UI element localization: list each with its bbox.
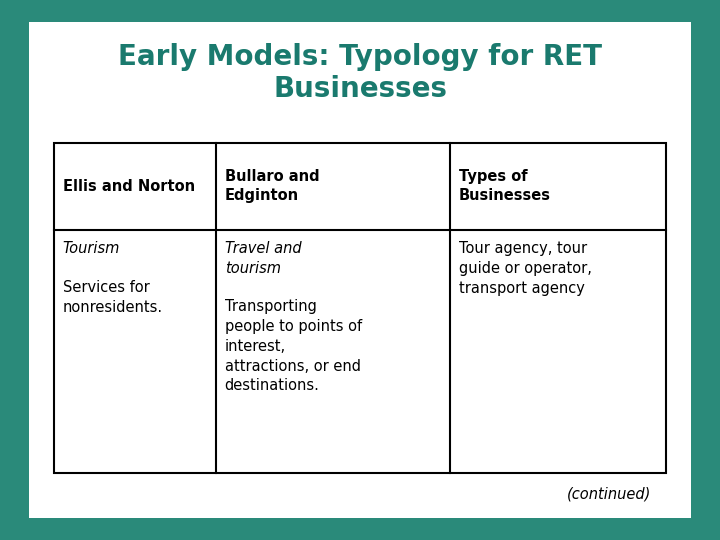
Text: Services for
nonresidents.: Services for nonresidents. [63, 280, 163, 315]
Text: Transporting
people to points of
interest,
attractions, or end
destinations.: Transporting people to points of interes… [225, 299, 361, 393]
Text: Early Models: Typology for RET: Early Models: Typology for RET [118, 43, 602, 71]
Text: Travel and
tourism: Travel and tourism [225, 241, 301, 276]
Text: Tourism: Tourism [63, 241, 120, 256]
Text: Ellis and Norton: Ellis and Norton [63, 179, 195, 194]
Text: Tour agency, tour
guide or operator,
transport agency: Tour agency, tour guide or operator, tra… [459, 241, 592, 296]
Bar [54, 143, 666, 472]
Text: (continued): (continued) [567, 487, 652, 502]
Text: Businesses: Businesses [273, 75, 447, 103]
Text: Bullaro and
Edginton: Bullaro and Edginton [225, 169, 319, 204]
Text: Types of
Businesses: Types of Businesses [459, 169, 551, 204]
